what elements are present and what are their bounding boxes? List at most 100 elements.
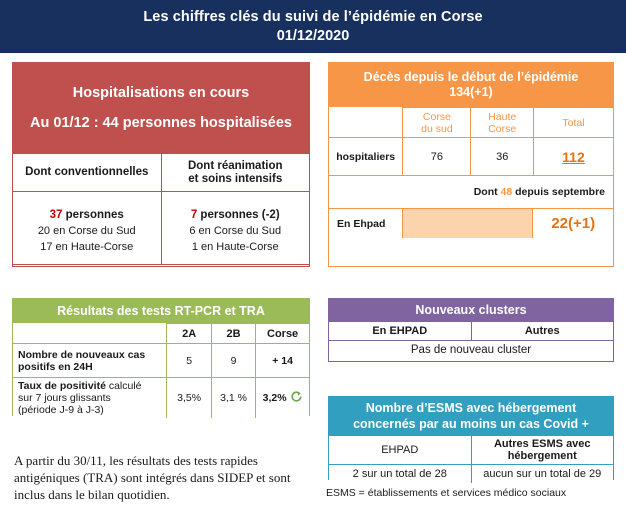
conventionnelles-count: 37 <box>49 209 63 222</box>
hospitalisations-title: Hospitalisations en cours <box>72 85 250 101</box>
col-header-corse-du-sud-line1: Corse <box>422 110 451 123</box>
table-row: 2A 2B Corse <box>13 323 309 344</box>
col-header-en-ehpad: En EHPAD <box>329 321 472 341</box>
nouveaux-cas-corse: + 14 <box>255 343 309 378</box>
deces-note-prefix: Dont <box>473 186 501 198</box>
col-header-esms-autres-line1: Autres ESMS avec <box>493 438 591 450</box>
table-row: Dont conventionnelles Dont réanimation e… <box>13 152 309 193</box>
deces-corner-cell <box>329 107 404 138</box>
cell-reanimation: 7 personnes (-2) 6 en Corse du Sud 1 en … <box>160 191 309 265</box>
rotating-arrow-stable-icon <box>290 390 303 406</box>
deces-ehpad-value: 22(+1) <box>551 215 596 232</box>
col-header-corse: Corse <box>255 323 309 344</box>
tests-corner-cell <box>13 323 168 344</box>
deces-panel: Décès depuis le début de l’épidémie 134(… <box>328 62 614 267</box>
page-date: 01/12/2020 <box>276 28 350 44</box>
tests-table: 2A 2B Corse Nombre de nouveaux cas posit… <box>13 323 309 418</box>
clusters-message: Pas de nouveau cluster <box>329 340 613 360</box>
col-header-haute-corse-line2: Corse <box>488 122 517 135</box>
reanimation-detail-1: 6 en Corse du Sud <box>189 225 282 238</box>
table-row: Taux de positivité calculé sur 7 jours g… <box>13 377 309 418</box>
table-row: 37 personnes 20 en Corse du Sud 17 en Ha… <box>13 191 309 265</box>
row-label-taux-line1: Taux de positivité calculé <box>18 380 163 392</box>
col-header-2a: 2A <box>166 323 212 344</box>
deces-hospitaliers-total: 112 <box>532 137 613 176</box>
deces-total: 134(+1) <box>449 85 493 99</box>
row-label-nouveaux-cas-line2: positifs en 24H <box>18 361 163 373</box>
row-label-nouveaux-cas: Nombre de nouveaux cas positifs en 24H <box>13 343 168 378</box>
esms-panel: Nombre d’ESMS avec hébergement concernés… <box>328 396 614 483</box>
clusters-title: Nouveaux clusters <box>329 299 613 321</box>
taux-positivite-2b: 3,1 % <box>210 377 257 418</box>
clusters-table: En EHPAD Autres Pas de nouveau cluster <box>329 321 613 360</box>
deces-ehpad-row: En Ehpad 22(+1) <box>329 208 613 238</box>
deces-table: Corse du sud Haute Corse Total hospitali… <box>329 107 613 176</box>
row-label-nouveaux-cas-rest: positifs en 24H <box>18 360 93 373</box>
clusters-panel: Nouveaux clusters En EHPAD Autres Pas de… <box>328 298 614 362</box>
conventionnelles-detail-1: 20 en Corse du Sud <box>37 225 136 238</box>
esms-title-line1: Nombre d’ESMS avec hébergement <box>365 401 577 415</box>
col-header-conventionnelles-label: Dont conventionnelles <box>25 166 149 179</box>
esms-header: Nombre d’ESMS avec hébergement concernés… <box>329 397 613 435</box>
row-label-taux-bold: Taux de positivité <box>18 380 106 392</box>
hospitalisations-table: Dont conventionnelles Dont réanimation e… <box>13 152 309 265</box>
table-row: En EHPAD Autres <box>329 321 613 341</box>
esms-footnote: ESMS = établissements et services médico… <box>326 487 567 499</box>
row-label-taux-line2: sur 7 jours glissants <box>18 392 111 404</box>
page-title: Les chiffres clés du suivi de l’épidémie… <box>143 9 483 25</box>
table-row: Nombre de nouveaux cas positifs en 24H 5… <box>13 343 309 378</box>
table-row: hospitaliers 76 36 112 <box>329 137 613 176</box>
col-header-haute-corse-line1: Haute <box>488 110 517 123</box>
hospitalisations-subtitle: Au 01/12 : 44 personnes hospitalisées <box>30 115 292 131</box>
col-header-conventionnelles: Dont conventionnelles <box>13 152 162 193</box>
deces-hospitaliers-haute-corse: 36 <box>470 137 534 176</box>
taux-positivite-corse: 3,2% <box>262 391 287 404</box>
esms-table: EHPAD Autres ESMS avec hébergement 2 sur… <box>329 435 613 483</box>
conventionnelles-unit: personnes <box>65 209 124 222</box>
conventionnelles-detail-2: 17 en Haute-Corse <box>40 241 134 254</box>
cell-conventionnelles: 37 personnes 20 en Corse du Sud 17 en Ha… <box>13 191 162 265</box>
col-header-2b: 2B <box>210 323 257 344</box>
reanimation-unit: personnes (-2) <box>200 209 280 222</box>
hospitalisations-panel: Hospitalisations en cours Au 01/12 : 44 … <box>12 62 310 267</box>
row-label-taux-rest: calculé <box>105 380 142 392</box>
deces-note-value: 48 <box>500 186 513 198</box>
col-header-reanimation-line2: et soins intensifs <box>188 172 283 185</box>
col-header-esms-autres-line2: hébergement <box>507 450 577 462</box>
table-row: Pas de nouveau cluster <box>329 340 613 360</box>
reanimation-count: 7 <box>190 209 198 222</box>
deces-header: Décès depuis le début de l’épidémie 134(… <box>329 63 613 107</box>
taux-positivite-corse-cell: 3,2% <box>255 377 309 418</box>
deces-title: Décès depuis le début de l’épidémie <box>363 70 579 84</box>
deces-septembre-note: Dont 48 depuis septembre <box>329 176 613 208</box>
deces-note-suffix: depuis septembre <box>512 186 605 198</box>
col-header-reanimation-line1: Dont réanimation <box>187 159 283 172</box>
row-label-nouveaux-cas-bold: Nombre de nouveaux cas <box>18 348 146 361</box>
col-header-esms-autres: Autres ESMS avec hébergement <box>470 435 613 465</box>
row-label-taux-positivite: Taux de positivité calculé sur 7 jours g… <box>13 377 168 418</box>
col-header-reanimation: Dont réanimation et soins intensifs <box>160 152 309 193</box>
row-label-taux-line3: (période J-9 à J-3) <box>18 404 104 416</box>
page-header-banner: Les chiffres clés du suivi de l’épidémie… <box>0 0 626 53</box>
table-row: Corse du sud Haute Corse Total <box>329 107 613 138</box>
esms-ehpad-value: 2 sur un total de 28 <box>329 464 472 483</box>
tra-note-paragraph: A partir du 30/11, les résultats des tes… <box>14 453 291 502</box>
hospitalisations-header: Hospitalisations en cours Au 01/12 : 44 … <box>13 63 309 153</box>
deces-ehpad-label: En Ehpad <box>329 209 403 238</box>
col-header-autres: Autres <box>470 321 613 341</box>
table-row: EHPAD Autres ESMS avec hébergement <box>329 435 613 465</box>
reanimation-detail-2: 1 en Haute-Corse <box>191 241 279 254</box>
taux-positivite-2a: 3,5% <box>166 377 212 418</box>
conventionnelles-count-line: 37 personnes <box>16 207 158 223</box>
tests-title: Résultats des tests RT-PCR et TRA <box>13 299 309 323</box>
col-header-total: Total <box>532 107 613 138</box>
row-label-hospitaliers: hospitaliers <box>329 137 404 176</box>
deces-hospitaliers-corse-du-sud: 76 <box>402 137 472 176</box>
reanimation-count-line: 7 personnes (-2) <box>165 207 307 223</box>
col-header-esms-ehpad: EHPAD <box>329 435 472 465</box>
esms-title-line2: concernés par au moins un cas Covid + <box>353 417 589 431</box>
col-header-corse-du-sud-line2: du sud <box>421 122 453 135</box>
col-header-haute-corse: Haute Corse <box>470 107 534 138</box>
nouveaux-cas-2a: 5 <box>166 343 212 378</box>
row-label-nouveaux-cas-line1: Nombre de nouveaux cas <box>18 349 163 361</box>
